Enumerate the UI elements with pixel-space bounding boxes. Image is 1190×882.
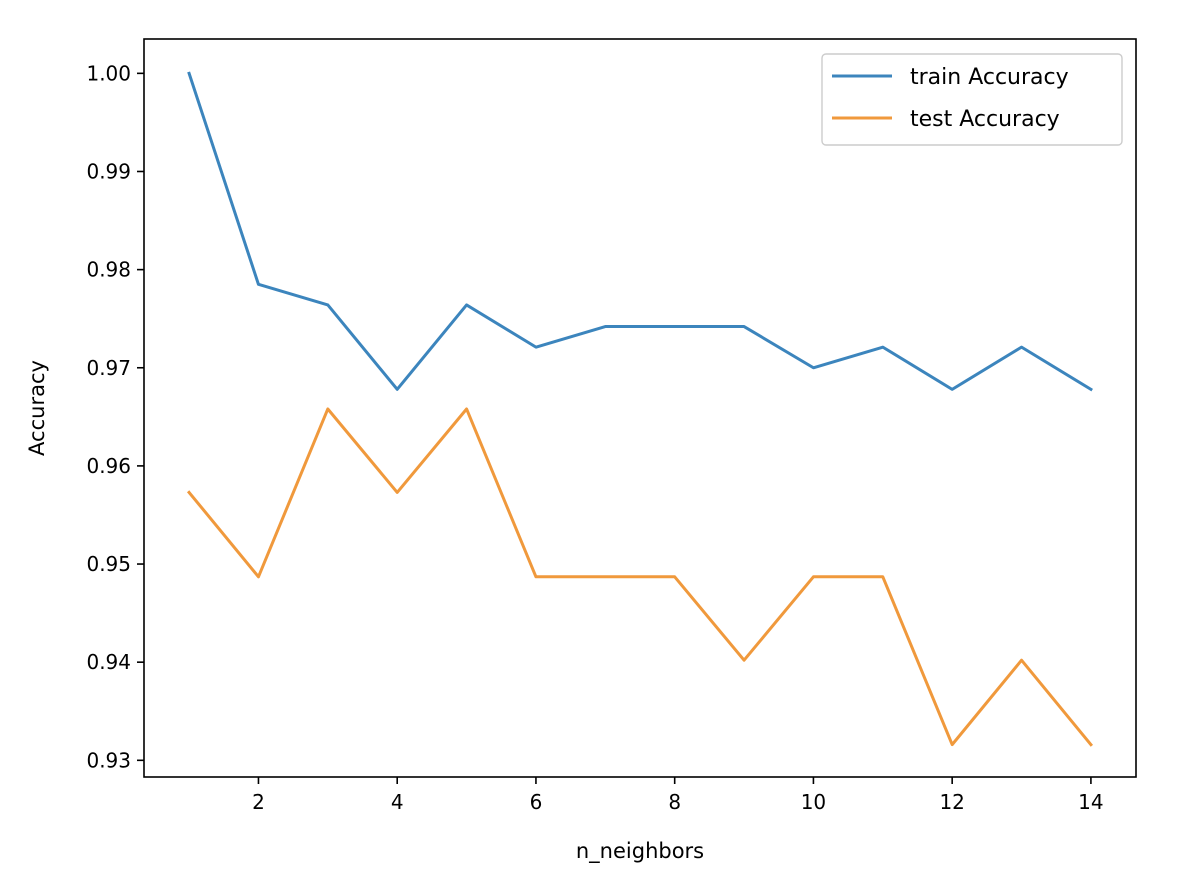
y-tick-label: 0.98 — [86, 258, 131, 282]
x-tick-label: 12 — [939, 790, 964, 814]
legend-box — [821, 53, 1123, 146]
y-tick-label: 0.96 — [86, 454, 131, 478]
y-tick-label: 0.99 — [86, 159, 131, 183]
x-tick-label: 10 — [801, 790, 826, 814]
y-tick-label: 1.00 — [86, 61, 131, 85]
y-tick-label: 0.93 — [86, 748, 131, 772]
x-tick-label: 2 — [252, 790, 265, 814]
x-tick-label: 14 — [1078, 790, 1103, 814]
legend-entry-label: train Accuracy — [910, 65, 1069, 90]
x-tick-label: 4 — [391, 790, 404, 814]
legend-entry-label: test Accuracy — [910, 107, 1060, 132]
x-tick-label: 8 — [668, 790, 681, 814]
y-tick-label: 0.97 — [86, 356, 131, 380]
y-tick-label: 0.95 — [86, 552, 131, 576]
x-axis-label: n_neighbors — [576, 839, 704, 864]
x-tick-label: 6 — [530, 790, 543, 814]
y-axis: 0.93 0.94 0.95 0.96 0.97 0.98 0.99 1.00 — [86, 61, 144, 772]
series-line-test — [186, 407, 1094, 747]
series-layer — [186, 71, 1094, 747]
x-axis: 2 4 6 8 10 12 14 — [252, 777, 1104, 814]
plot-frame — [143, 38, 1137, 778]
y-tick-label: 0.94 — [86, 650, 131, 674]
y-axis-label: Accuracy — [25, 360, 49, 456]
series-line-train — [187, 71, 1093, 392]
legend: train Accuracy test Accuracy — [821, 53, 1123, 146]
